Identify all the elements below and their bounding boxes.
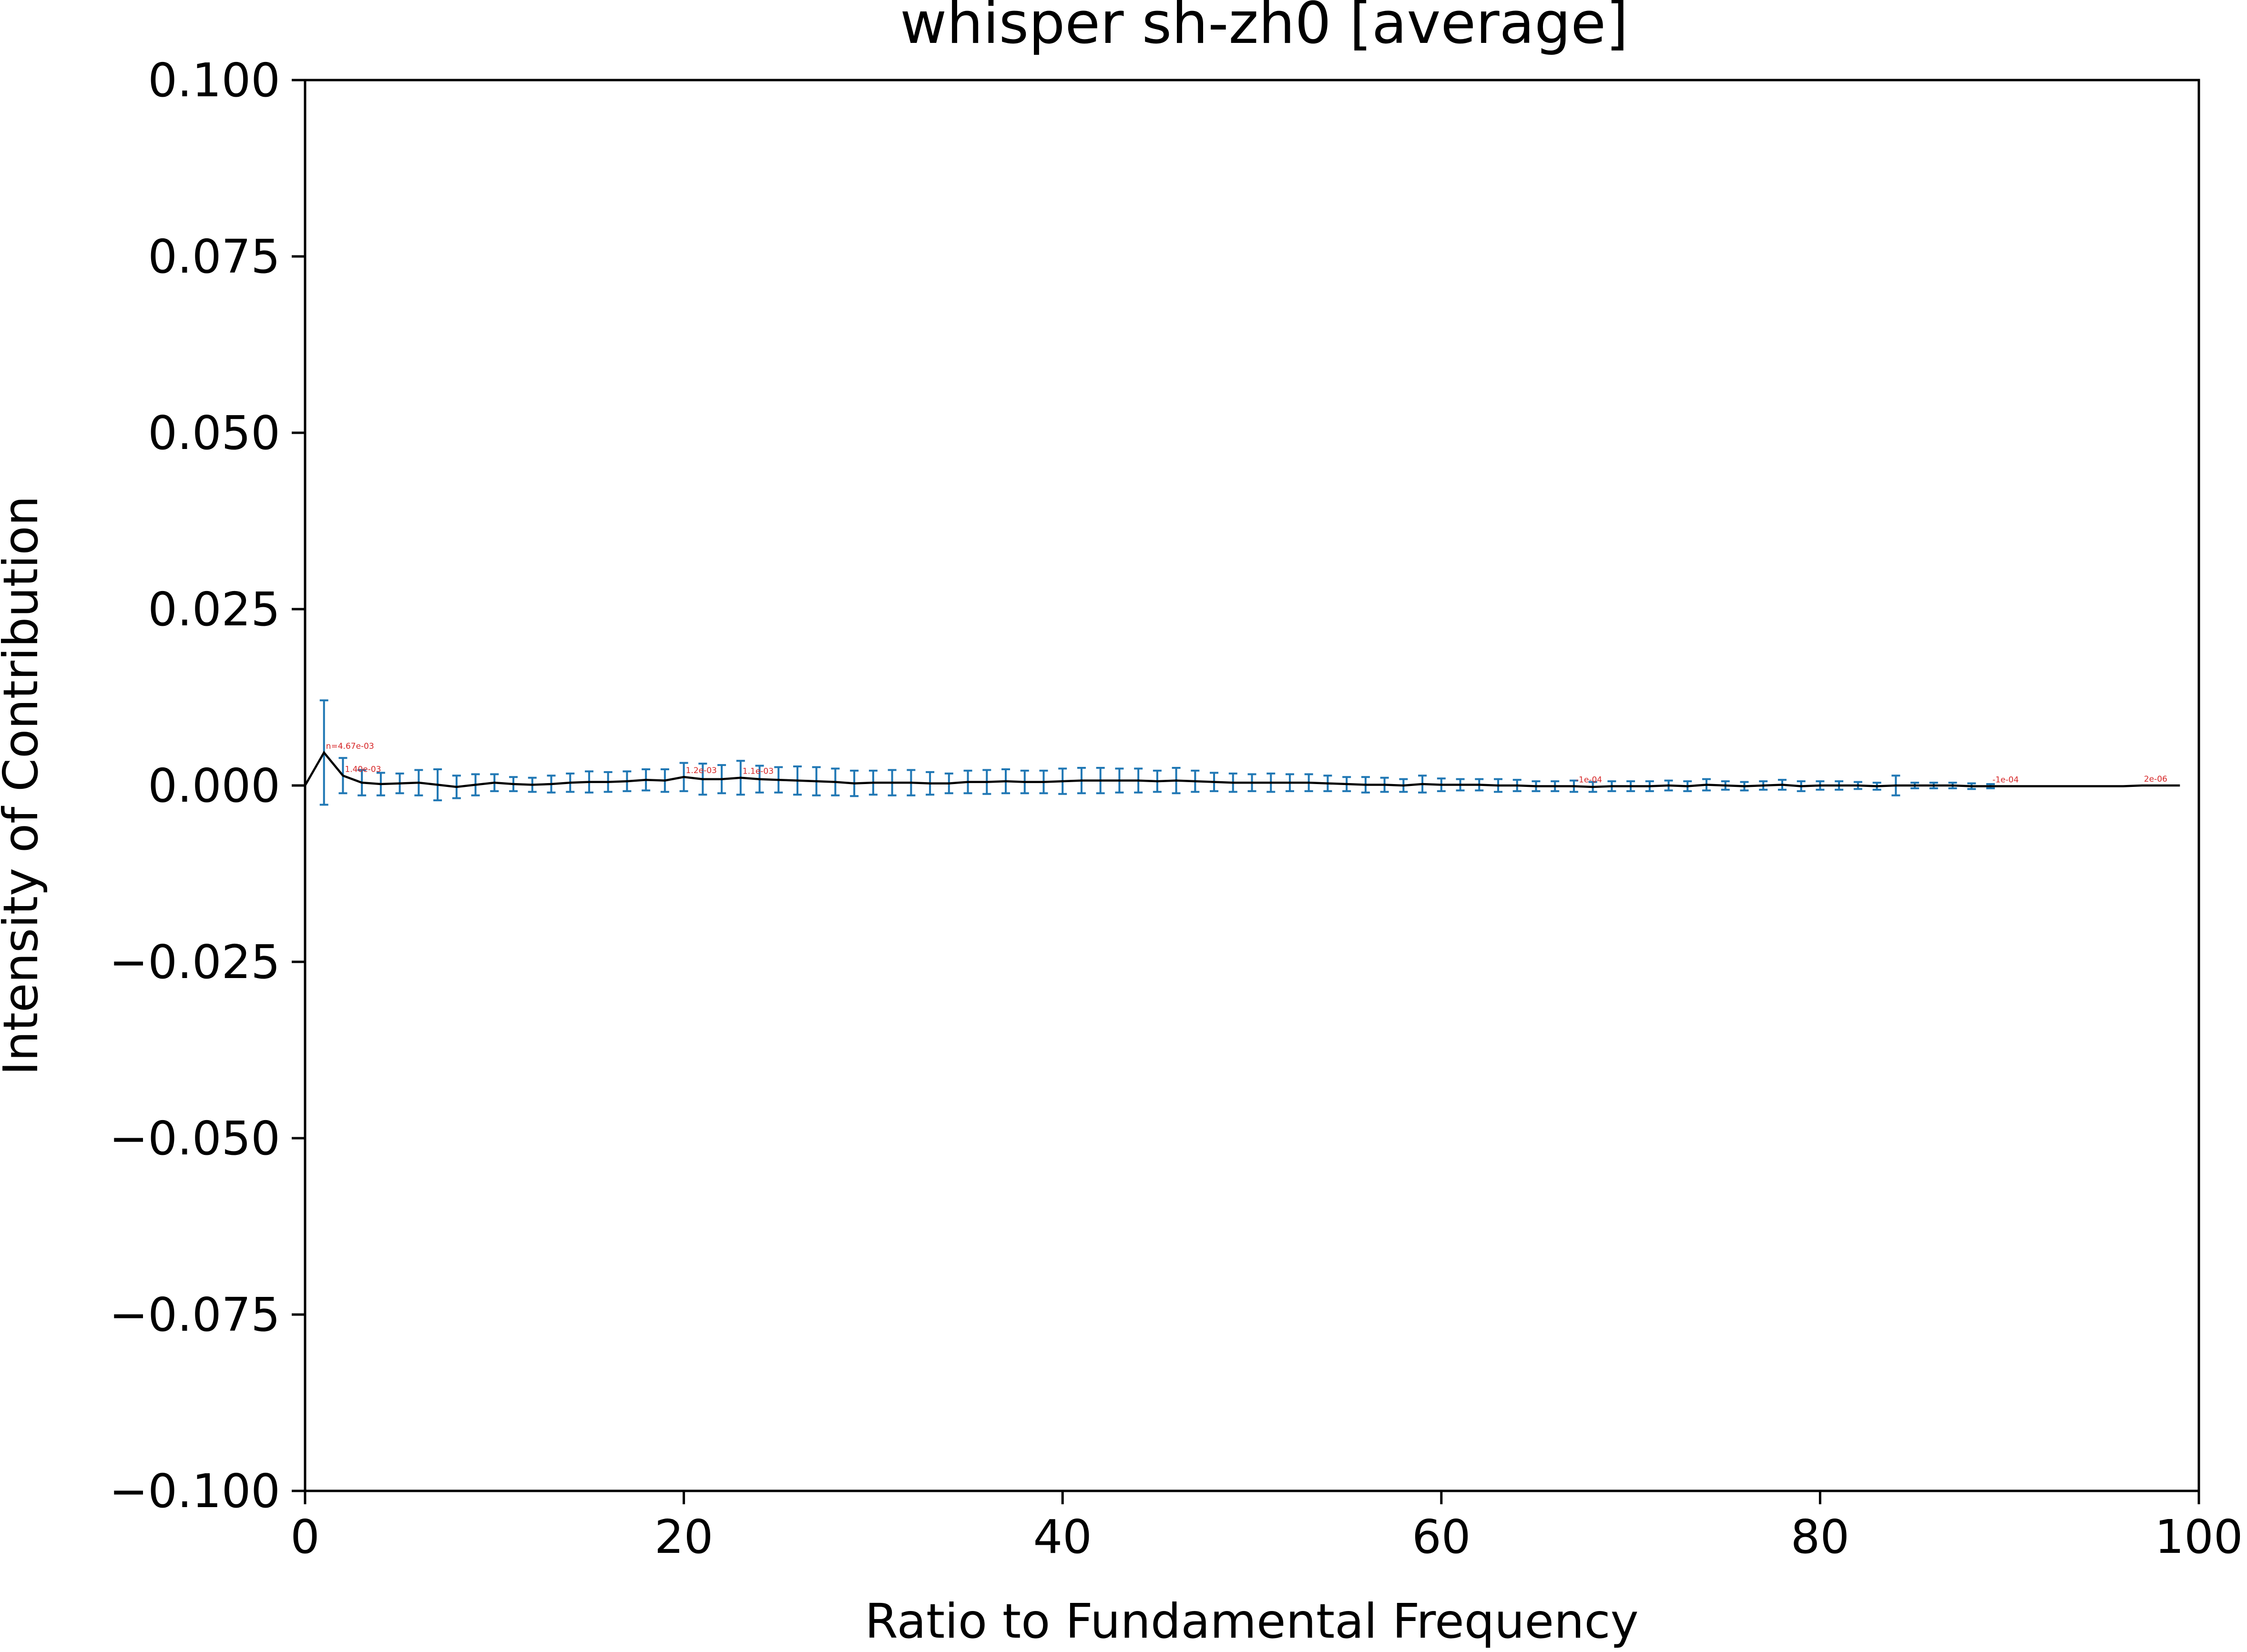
annotation-label: 1.40e-03 (345, 765, 381, 774)
y-tick-label: 0.100 (148, 53, 280, 107)
chart-title: whisper sh-zh0 [average] (900, 0, 1628, 57)
x-tick-label: 60 (1412, 1510, 1471, 1564)
x-tick-label: 100 (2155, 1510, 2243, 1564)
y-tick-label: 0.050 (148, 406, 280, 460)
y-axis-ticks: 0.100 0.075 0.050 0.025 0.000 −0.025 −0.050 −0.… (109, 53, 305, 1518)
series-line (304, 750, 2180, 788)
x-tick-label: 0 (290, 1510, 320, 1564)
plot-area: n=4.67e-03 1.40e-03 1.2e-03 1.1e-03 -1e-04 -1… (304, 699, 2180, 806)
x-tick-label: 40 (1033, 1510, 1092, 1564)
y-tick-label: −0.100 (109, 1464, 280, 1518)
x-axis-title: Ratio to Fundamental Frequency (865, 1593, 1638, 1649)
y-tick-label: −0.050 (109, 1112, 280, 1165)
annotation-label: 1.1e-03 (743, 767, 774, 776)
annotation-label: -1e-04 (1992, 775, 2019, 785)
y-tick-label: 0.000 (148, 759, 280, 813)
y-tick-label: −0.025 (109, 935, 280, 989)
annotation-label: 1.2e-03 (686, 766, 717, 775)
y-tick-label: −0.075 (109, 1288, 280, 1342)
annotation-label: -1e-04 (1576, 775, 1602, 785)
annotation-label: 2e-06 (2144, 775, 2167, 784)
x-axis-ticks: 0 20 40 60 80 100 (290, 1491, 2243, 1564)
x-tick-label: 20 (654, 1510, 713, 1564)
x-tick-label: 80 (1791, 1510, 1849, 1564)
y-axis-title: Intensity of Contribution (0, 496, 49, 1075)
y-tick-label: 0.025 (148, 582, 280, 636)
y-tick-label: 0.075 (148, 230, 280, 284)
annotation-label: n=4.67e-03 (326, 742, 374, 751)
